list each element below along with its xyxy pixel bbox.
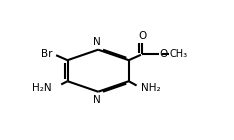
Text: Br: Br (41, 48, 52, 59)
Text: N: N (93, 95, 101, 105)
Text: O: O (160, 49, 168, 59)
Text: H₂N: H₂N (33, 83, 52, 93)
Text: O: O (138, 31, 146, 41)
Text: N: N (93, 37, 101, 47)
Text: CH₃: CH₃ (169, 49, 187, 59)
Text: NH₂: NH₂ (141, 83, 160, 93)
